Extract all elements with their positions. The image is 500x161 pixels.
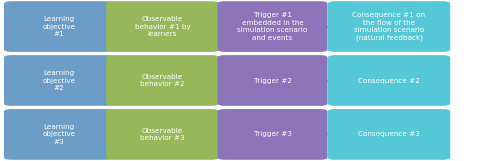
FancyBboxPatch shape [106,1,219,52]
Text: Observable
behavior #2: Observable behavior #2 [140,74,185,87]
FancyBboxPatch shape [328,1,450,52]
Text: Trigger #1
embedded in the
simulation scenario
and events: Trigger #1 embedded in the simulation sc… [238,12,308,41]
FancyBboxPatch shape [4,109,114,160]
Text: Consequence #2: Consequence #2 [358,77,420,84]
Text: Consequence #3: Consequence #3 [358,131,420,137]
FancyBboxPatch shape [106,109,219,160]
Text: Trigger #3: Trigger #3 [254,131,292,137]
Text: Learning
objective
#2: Learning objective #2 [42,70,76,91]
FancyBboxPatch shape [4,1,114,52]
Text: Observable
behavior #1 by
learners: Observable behavior #1 by learners [134,16,190,37]
FancyBboxPatch shape [106,55,219,106]
Text: Learning
objective
#1: Learning objective #1 [42,16,76,37]
FancyBboxPatch shape [218,109,328,160]
FancyBboxPatch shape [218,1,328,52]
Text: Trigger #2: Trigger #2 [254,77,292,84]
Text: Observable
behavior #3: Observable behavior #3 [140,128,185,141]
Text: Learning
objective
#3: Learning objective #3 [42,124,76,145]
Text: Consequence #1 on
the flow of the
simulation scenario
(natural feedback): Consequence #1 on the flow of the simula… [352,12,426,41]
FancyBboxPatch shape [4,55,114,106]
FancyBboxPatch shape [218,55,328,106]
FancyBboxPatch shape [328,55,450,106]
FancyBboxPatch shape [328,109,450,160]
